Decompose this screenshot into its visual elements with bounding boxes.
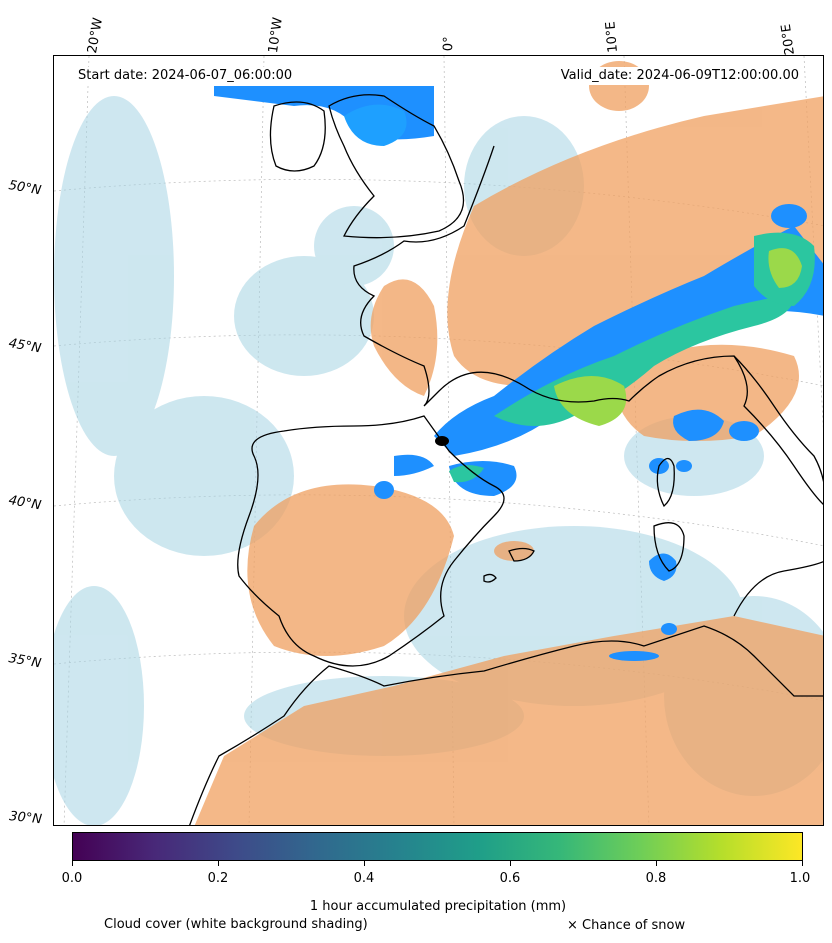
colorbar-tick xyxy=(218,861,219,866)
precipitation xyxy=(214,86,823,661)
lon-label-20e: 20°E xyxy=(778,22,798,56)
precip-colorbar xyxy=(72,832,803,861)
colorbar-tick-label: 0.6 xyxy=(499,871,521,886)
lon-label-10e: 10°E xyxy=(603,20,621,54)
colorbar-tick-label: 0.4 xyxy=(353,871,375,886)
colorbar-tick-label: 0.2 xyxy=(207,871,229,886)
coastlines xyxy=(189,94,823,825)
lon-label-10w: 10°W xyxy=(266,16,286,55)
start-date-label: Start date: 2024-06-07_06:00:00 xyxy=(74,67,297,85)
colorbar-tick xyxy=(364,861,365,866)
valid-date-label: Valid_date: 2024-06-09T12:00:00.00 xyxy=(556,67,803,85)
map-canvas xyxy=(54,56,823,825)
cloud-cover-note: Cloud cover (white background shading) xyxy=(104,917,368,932)
colorbar-title: 1 hour accumulated precipitation (mm) xyxy=(309,899,567,914)
lat-label-45n: 45°N xyxy=(7,336,43,357)
colorbar-tick xyxy=(656,861,657,866)
colorbar-tick xyxy=(510,861,511,866)
map-panel[interactable]: Start date: 2024-06-07_06:00:00 Valid_da… xyxy=(53,55,824,826)
lat-label-40n: 40°N xyxy=(7,493,43,514)
colorbar-tick xyxy=(802,861,803,866)
lon-label-20w: 20°W xyxy=(85,16,107,55)
colorbar-tick xyxy=(72,861,73,866)
lat-label-35n: 35°N xyxy=(7,651,43,672)
colorbar-tick-label: 1.0 xyxy=(789,871,811,886)
snow-chance-marker xyxy=(435,436,449,446)
lat-label-30n: 30°N xyxy=(8,809,43,828)
land-shading xyxy=(194,61,823,825)
colorbar-tick-label: 0.0 xyxy=(61,871,83,886)
snow-chance-note: × Chance of snow xyxy=(567,918,686,933)
colorbar-tick-label: 0.8 xyxy=(645,871,667,886)
lat-label-50n: 50°N xyxy=(7,178,43,199)
lon-label-0: 0° xyxy=(441,36,457,52)
